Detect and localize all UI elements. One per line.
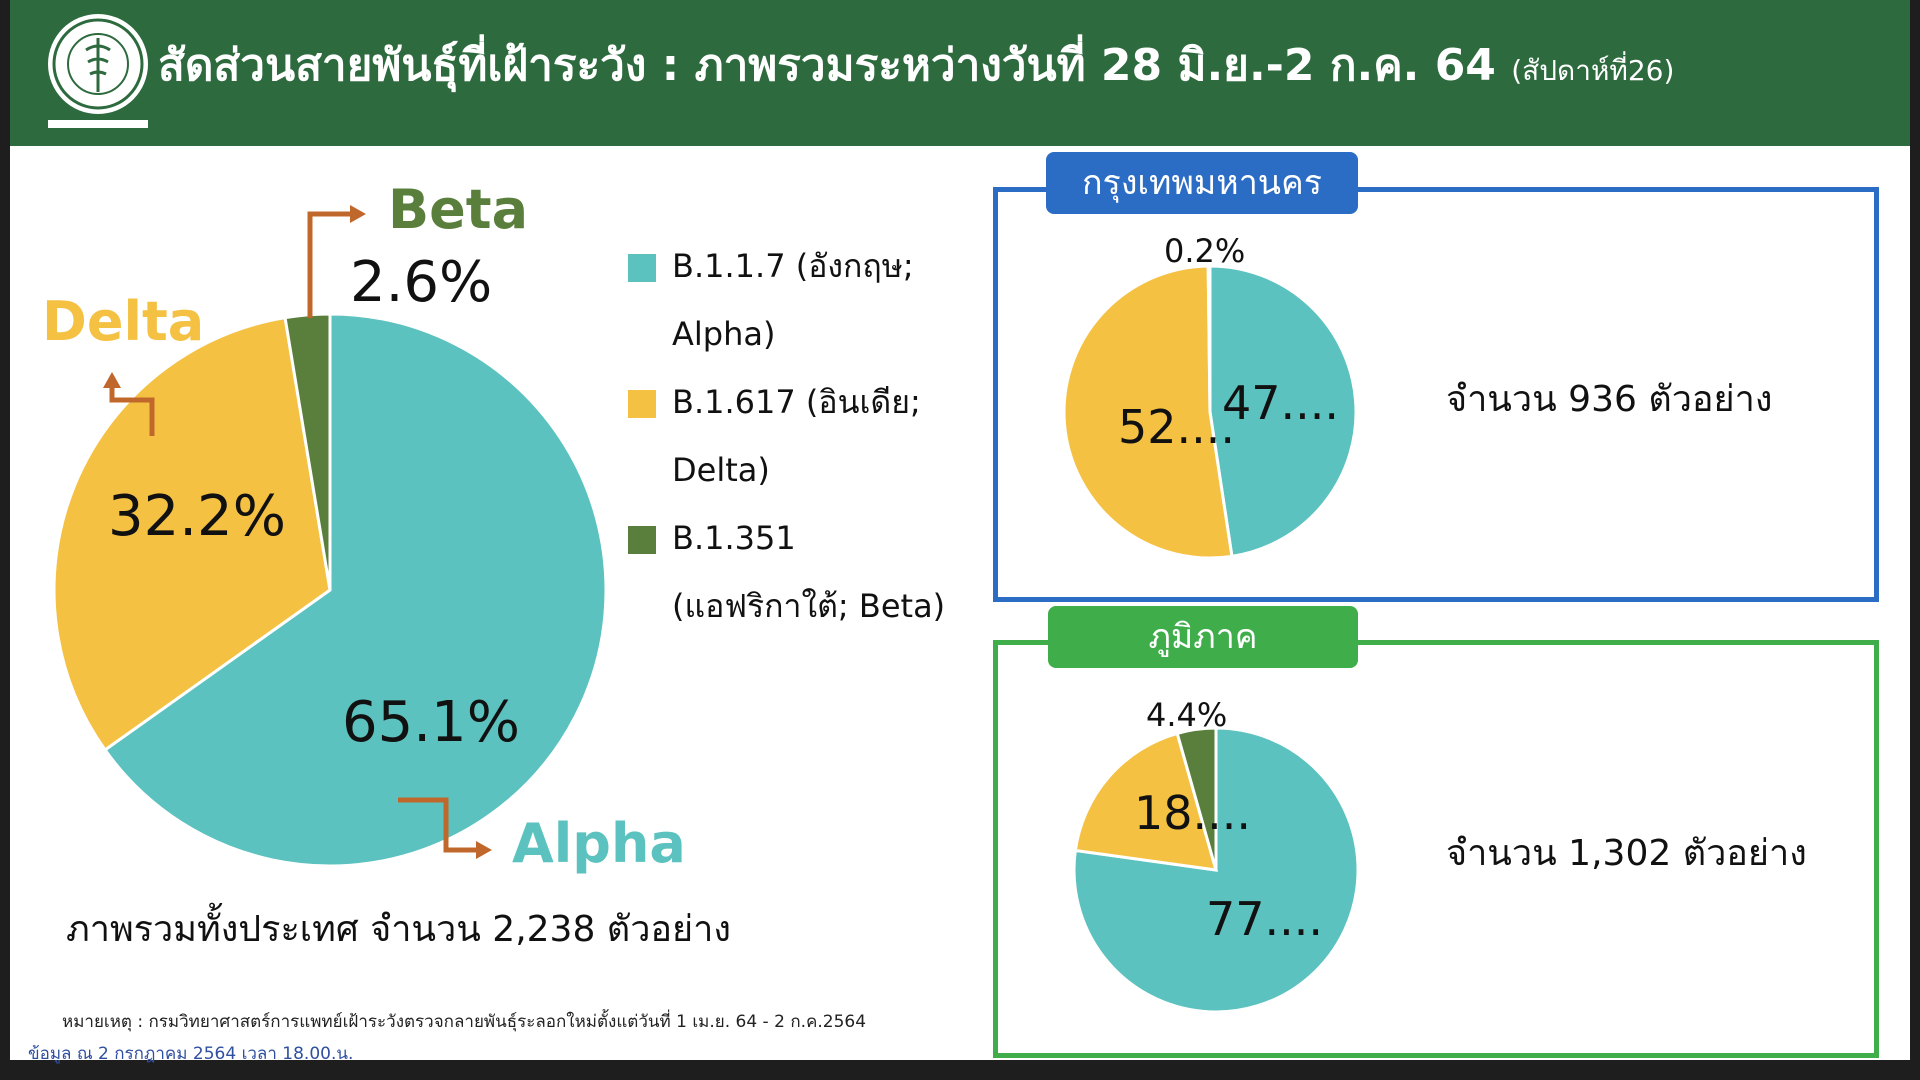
delta-callout: Delta: [42, 290, 205, 353]
region-alpha-label: 77....: [1206, 892, 1324, 946]
region-slice-1: [1073, 731, 1219, 872]
legend-label: B.1.617 (อินเดีย;: [672, 383, 921, 421]
bangkok-tab: กรุงเทพมหานคร: [1046, 152, 1358, 214]
title-main: สัดส่วนสายพันธุ์ที่เฝ้าระวัง : ภาพรวมระห…: [158, 40, 1496, 91]
alpha-pct-label: 65.1%: [342, 690, 520, 755]
legend-swatch-alpha: [628, 254, 656, 282]
bangkok-beta-label: 0.2%: [1164, 232, 1246, 270]
legend-item-delta: B.1.617 (อินเดีย; Delta): [628, 368, 958, 504]
legend-item-beta: B.1.351 (แอฟริกาใต้; Beta): [628, 504, 958, 640]
header-bar: สัดส่วนสายพันธุ์ที่เฝ้าระวัง : ภาพรวมระห…: [10, 0, 1910, 146]
bangkok-slice-1: [1062, 264, 1234, 560]
legend-swatch-delta: [628, 390, 656, 418]
legend-label: (แอฟริกาใต้; Beta): [672, 587, 946, 625]
alpha-callout: Alpha: [512, 812, 686, 875]
pie-chart-bangkok: [1062, 264, 1358, 560]
bangkok-count: จำนวน 936 ตัวอย่าง: [1446, 379, 1773, 420]
bangkok-alpha-label: 47....: [1222, 376, 1340, 430]
national-slice-1: [52, 315, 332, 752]
beta-callout: Beta: [388, 178, 529, 241]
alpha-arrow: [398, 797, 480, 853]
data-timestamp: ข้อมูล ณ 2 กรกฎาคม 2564 เวลา 18.00.น.: [28, 1044, 354, 1064]
region-slice-2: [1175, 726, 1218, 871]
legend-label: B.1.1.7 (อังกฤษ;: [672, 247, 914, 285]
bangkok-slice-0: [1208, 264, 1358, 559]
legend-label: Delta): [672, 451, 770, 489]
beta-arrowhead: [350, 205, 366, 223]
bangkok-panel: [993, 187, 1879, 602]
legend: B.1.1.7 (อังกฤษ; Alpha) B.1.617 (อินเดีย…: [628, 232, 958, 640]
national-total: ภาพรวมทั้งประเทศ จำนวน 2,238 ตัวอย่าง: [66, 909, 731, 950]
pie-chart-national: [52, 312, 608, 868]
bangkok-delta-label: 52....: [1118, 400, 1236, 454]
alpha-arrowhead: [476, 841, 492, 859]
region-tab: ภูมิภาค: [1048, 606, 1358, 668]
footnote: หมายเหตุ : กรมวิทยาศาสตร์การแพทย์เฝ้าระว…: [62, 1012, 867, 1032]
delta-arrowhead: [103, 372, 121, 388]
page-title: สัดส่วนสายพันธุ์ที่เฝ้าระวัง : ภาพรวมระห…: [158, 30, 1674, 100]
delta-arrow: [109, 382, 155, 436]
legend-item-alpha: B.1.1.7 (อังกฤษ; Alpha): [628, 232, 958, 368]
legend-label: B.1.351: [672, 519, 796, 557]
region-delta-label: 18....: [1134, 786, 1252, 840]
legend-label: Alpha): [672, 315, 776, 353]
pie-chart-region: [1072, 726, 1360, 1014]
region-count: จำนวน 1,302 ตัวอย่าง: [1446, 833, 1807, 874]
bangkok-slice-2: [1206, 264, 1212, 413]
region-beta-label: 4.4%: [1146, 696, 1228, 734]
beta-arrow: [307, 211, 355, 318]
region-panel: [993, 640, 1879, 1058]
national-slice-2: [283, 312, 332, 591]
delta-pct-label: 32.2%: [108, 484, 286, 549]
title-week: (สัปดาห์ที่26): [1511, 54, 1675, 87]
region-slice-0: [1072, 726, 1360, 1014]
ministry-logo-icon: [48, 14, 148, 128]
legend-swatch-beta: [628, 526, 656, 554]
beta-pct-label: 2.6%: [350, 250, 493, 315]
national-slice-0: [102, 312, 608, 868]
